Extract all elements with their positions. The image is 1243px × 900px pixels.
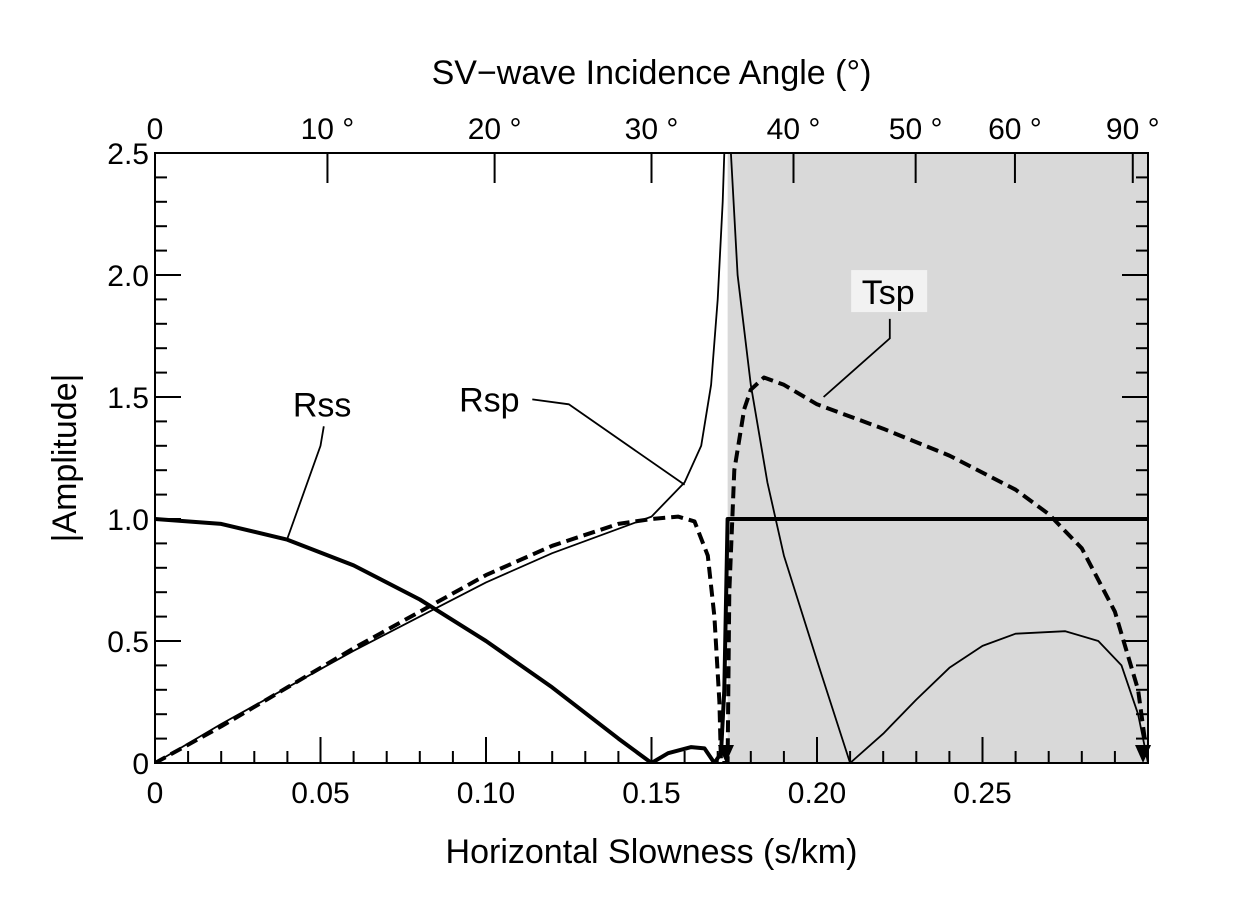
y-tick-label: 0.5 <box>107 626 149 659</box>
y-tick-label: 2.0 <box>107 260 149 293</box>
pointer-tsp <box>823 318 891 398</box>
top-tick-label: 50 ° <box>889 113 943 146</box>
postcritical-shaded-region <box>727 153 1148 763</box>
axis-ticks <box>154 152 1148 764</box>
x-tick-label: 0.05 <box>291 777 349 810</box>
pointer-rss <box>286 426 325 539</box>
y-tick-label: 0 <box>132 748 149 781</box>
x-tick-label: 0.10 <box>457 777 515 810</box>
series-rsp-post-critical-line <box>730 153 1148 763</box>
series-tsp-line <box>155 375 1148 763</box>
top-tick-label: 30 ° <box>625 113 679 146</box>
top-tick-label: 0 <box>147 113 164 146</box>
x-tick-label: 0.15 <box>622 777 680 810</box>
top-tick-label: 90 ° <box>1106 113 1160 146</box>
top-axis-title: SV−wave Incidence Angle (°) <box>432 54 872 92</box>
top-tick-label: 20 ° <box>468 113 522 146</box>
shaded-rect <box>727 153 1148 763</box>
x-tick-label: 0.20 <box>788 777 846 810</box>
y-tick-label: 1.0 <box>107 504 149 537</box>
y-axis-title: |Amplitude| <box>46 374 84 543</box>
series-annotations: Rss Rsp Tsp <box>293 270 928 424</box>
top-tick-label: 10 ° <box>301 113 355 146</box>
series-lines <box>155 153 1148 763</box>
x-tick-label: 0 <box>147 777 164 810</box>
annotation-pointers <box>286 318 891 539</box>
label-tsp: Tsp <box>862 274 915 312</box>
pointer-rsp <box>532 398 686 486</box>
x-axis-title: Horizontal Slowness (s/km) <box>446 833 858 871</box>
series-rsp-line <box>155 153 726 763</box>
label-rsp: Rsp <box>459 381 519 419</box>
tsp-label-background <box>851 270 928 313</box>
top-tick-label: 40 ° <box>767 113 821 146</box>
y-tick-label: 2.5 <box>107 138 149 171</box>
top-tick-label: 60 ° <box>988 113 1042 146</box>
label-rss: Rss <box>293 386 352 424</box>
critical-arrow-marker <box>717 745 734 763</box>
x-tick-label: 0.25 <box>953 777 1011 810</box>
y-tick-label: 1.5 <box>107 382 149 415</box>
